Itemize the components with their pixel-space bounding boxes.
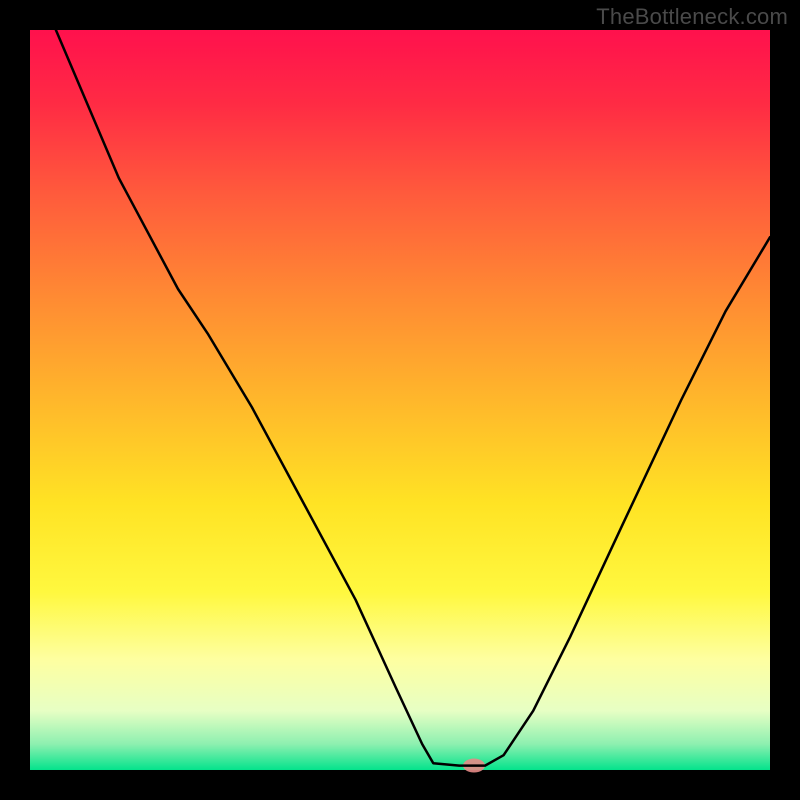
- watermark-text: TheBottleneck.com: [596, 4, 788, 30]
- bottleneck-chart: [0, 0, 800, 800]
- gradient-background: [30, 30, 770, 770]
